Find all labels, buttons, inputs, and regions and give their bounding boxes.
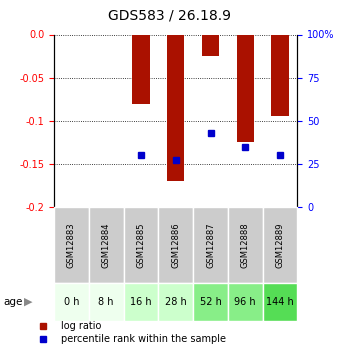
Bar xyxy=(159,283,193,321)
Text: GSM12888: GSM12888 xyxy=(241,222,250,268)
Bar xyxy=(89,283,124,321)
Text: GSM12883: GSM12883 xyxy=(67,222,76,268)
Text: GSM12887: GSM12887 xyxy=(206,222,215,268)
Bar xyxy=(271,34,289,117)
Text: GSM12884: GSM12884 xyxy=(102,222,111,268)
Bar xyxy=(237,34,254,142)
Text: GSM12889: GSM12889 xyxy=(275,222,285,268)
Bar xyxy=(124,283,159,321)
Bar xyxy=(54,207,89,283)
Text: 8 h: 8 h xyxy=(98,297,114,307)
Bar xyxy=(167,34,185,181)
Text: 28 h: 28 h xyxy=(165,297,187,307)
Text: GDS583 / 26.18.9: GDS583 / 26.18.9 xyxy=(107,9,231,23)
Text: GSM12886: GSM12886 xyxy=(171,222,180,268)
Bar xyxy=(263,283,297,321)
Bar xyxy=(193,283,228,321)
Text: percentile rank within the sample: percentile rank within the sample xyxy=(61,334,225,344)
Text: 96 h: 96 h xyxy=(235,297,256,307)
Bar xyxy=(202,34,219,56)
Bar xyxy=(132,34,150,104)
Bar xyxy=(54,283,89,321)
Bar xyxy=(89,207,124,283)
Text: 144 h: 144 h xyxy=(266,297,294,307)
Text: age: age xyxy=(3,297,23,307)
Bar xyxy=(159,207,193,283)
Bar xyxy=(228,283,263,321)
Bar xyxy=(193,207,228,283)
Text: 16 h: 16 h xyxy=(130,297,152,307)
Bar xyxy=(124,207,159,283)
Text: 0 h: 0 h xyxy=(64,297,79,307)
Bar xyxy=(228,207,263,283)
Bar xyxy=(263,207,297,283)
Text: GSM12885: GSM12885 xyxy=(137,222,145,268)
Text: log ratio: log ratio xyxy=(61,322,101,332)
Text: ▶: ▶ xyxy=(24,297,33,307)
Text: 52 h: 52 h xyxy=(199,297,221,307)
